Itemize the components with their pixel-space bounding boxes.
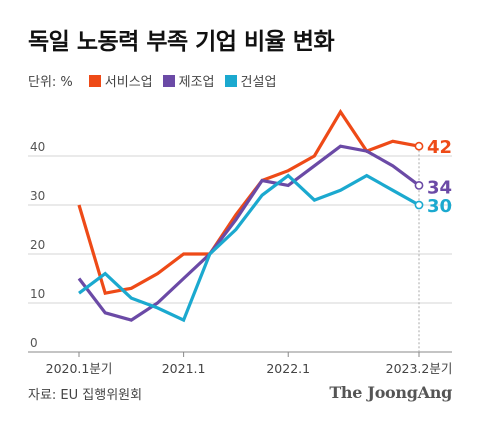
y-tick-label: 40 [30, 140, 45, 154]
end-point-marker [414, 141, 424, 151]
x-tick-label: 2021.1 [162, 361, 206, 376]
x-tick-label: 2023.2분기 [386, 361, 453, 376]
legend-swatch-services [88, 74, 101, 87]
y-tick-label: 30 [30, 189, 45, 203]
end-point-marker [414, 180, 424, 190]
series-line [78, 173, 420, 323]
series-1 [77, 144, 420, 322]
y-tick-label: 0 [30, 336, 38, 350]
publisher-logo: The JoongAng [329, 383, 452, 402]
end-value-label: 30 [427, 196, 452, 217]
end-value-label: 34 [427, 177, 452, 198]
unit-label: 단위: % [28, 75, 73, 90]
legend-swatch-construction [224, 74, 237, 87]
chart-title: 독일 노동력 부족 기업 비율 변화 [28, 29, 335, 55]
legend-label-construction: 건설업 [240, 75, 277, 90]
end-point-marker [414, 200, 424, 210]
legend-label-manufacturing: 제조업 [178, 75, 215, 90]
y-tick-label: 20 [30, 238, 45, 252]
legend-item-services: 서비스업 [88, 71, 153, 90]
legend-item-construction: 건설업 [224, 71, 277, 90]
legend: 단위: % 서비스업 제조업 건설업 [28, 71, 286, 90]
x-tick-label: 2020.1분기 [46, 361, 113, 376]
end-value-label: 42 [427, 137, 452, 158]
series-2 [78, 173, 420, 323]
x-tick-label: 2022.1 [266, 361, 310, 376]
legend-swatch-manufacturing [162, 74, 175, 87]
source-note: 자료: EU 집행위원회 [28, 388, 143, 403]
series-line [77, 144, 420, 322]
legend-item-manufacturing: 제조업 [162, 71, 215, 90]
y-tick-label: 10 [30, 287, 45, 301]
legend-label-services: 서비스업 [104, 75, 153, 90]
